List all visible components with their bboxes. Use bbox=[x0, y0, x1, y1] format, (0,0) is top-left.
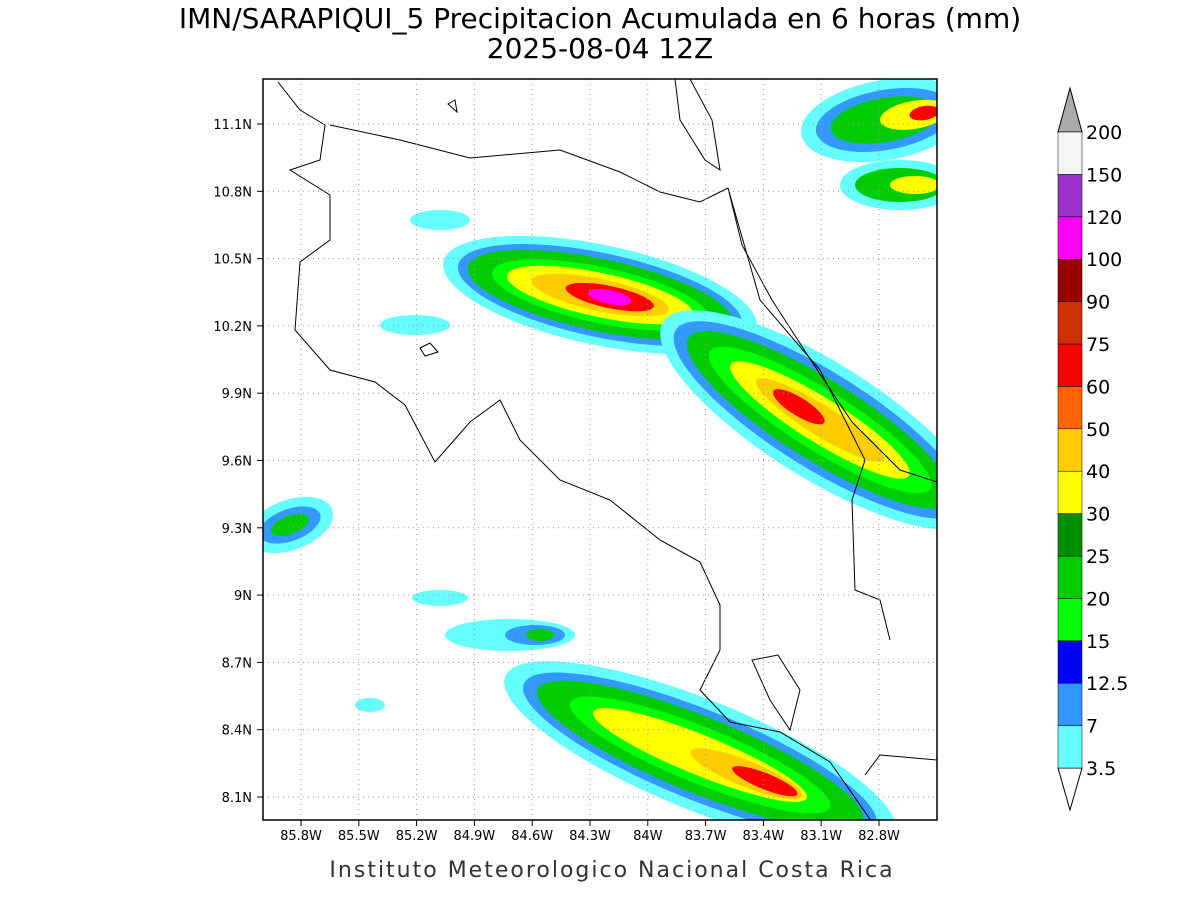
colorbar: 3.5 7 12.5 15 20 25 30 40 50 60 75 90 100 120 150 200 bbox=[1057, 86, 1128, 812]
lon-label: 85.5W bbox=[338, 829, 380, 844]
footer: Instituto Meteorologico Nacional Costa R… bbox=[329, 858, 894, 883]
colorbar-label: 12.5 bbox=[1086, 673, 1128, 695]
lat-label: 10.5N bbox=[213, 253, 252, 268]
coastlines bbox=[277, 79, 937, 820]
lat-label: 9.6N bbox=[222, 455, 252, 470]
colorbar-label: 120 bbox=[1086, 207, 1122, 229]
lon-label: 83.7W bbox=[685, 829, 727, 844]
colorbar-label: 100 bbox=[1086, 249, 1122, 271]
lat-label: 9N bbox=[234, 589, 252, 604]
lat-label: 8.1N bbox=[222, 791, 252, 806]
lon-label: 85.8W bbox=[280, 829, 322, 844]
colorbar-label: 20 bbox=[1086, 588, 1110, 610]
lon-label: 84.6W bbox=[511, 829, 553, 844]
colorbar-swatch bbox=[1057, 470, 1083, 514]
colorbar-swatch bbox=[1057, 725, 1083, 769]
colorbar-swatch bbox=[1057, 343, 1083, 387]
colorbar-label: 90 bbox=[1086, 292, 1110, 314]
lon-label: 85.2W bbox=[396, 829, 438, 844]
colorbar-swatch bbox=[1057, 174, 1083, 218]
lat-label: 8.4N bbox=[222, 724, 252, 739]
colorbar-label: 75 bbox=[1086, 334, 1110, 356]
colorbar-label: 25 bbox=[1086, 546, 1110, 568]
colorbar-swatch bbox=[1057, 301, 1083, 345]
subtitle: 2025-08-04 12Z bbox=[487, 32, 713, 65]
colorbar-below bbox=[1057, 767, 1083, 812]
title: IMN/SARAPIQUI_5 Precipitacion Acumulada … bbox=[179, 2, 1021, 35]
lon-label: 82.8W bbox=[858, 829, 900, 844]
lat-label: 9.3N bbox=[222, 522, 252, 537]
lat-label: 10.2N bbox=[213, 320, 252, 335]
precipitation-field bbox=[263, 79, 937, 820]
colorbar-label: 7 bbox=[1086, 716, 1098, 738]
lat-label: 9.9N bbox=[222, 387, 252, 402]
colorbar-swatch bbox=[1057, 555, 1083, 599]
colorbar-label: 30 bbox=[1086, 504, 1110, 526]
lon-label: 84.9W bbox=[453, 829, 495, 844]
colorbar-swatch bbox=[1057, 428, 1083, 472]
colorbar-swatch bbox=[1057, 216, 1083, 260]
colorbar-swatch bbox=[1057, 386, 1083, 430]
colorbar-swatch bbox=[1057, 258, 1083, 302]
graticule bbox=[263, 79, 937, 820]
colorbar-swatch bbox=[1057, 598, 1083, 642]
colorbar-swatch bbox=[1057, 640, 1083, 684]
lat-label: 11.1N bbox=[213, 118, 252, 133]
colorbar-label: 50 bbox=[1086, 419, 1110, 441]
colorbar-swatch bbox=[1057, 131, 1083, 175]
colorbar-swatch bbox=[1057, 682, 1083, 726]
colorbar-above bbox=[1057, 86, 1083, 133]
colorbar-label: 40 bbox=[1086, 461, 1110, 483]
colorbar-label: 150 bbox=[1086, 164, 1122, 186]
map-frame bbox=[262, 78, 938, 821]
colorbar-label: 60 bbox=[1086, 376, 1110, 398]
lon-label: 84.3W bbox=[569, 829, 611, 844]
lat-label: 8.7N bbox=[222, 656, 252, 671]
colorbar-label: 15 bbox=[1086, 631, 1110, 653]
lon-label: 84W bbox=[633, 829, 663, 844]
lon-label: 83.4W bbox=[742, 829, 784, 844]
colorbar-label: 200 bbox=[1086, 122, 1122, 144]
lat-label: 10.8N bbox=[213, 185, 252, 200]
colorbar-label: 3.5 bbox=[1086, 758, 1116, 780]
colorbar-swatch bbox=[1057, 513, 1083, 557]
lon-label: 83.1W bbox=[800, 829, 842, 844]
